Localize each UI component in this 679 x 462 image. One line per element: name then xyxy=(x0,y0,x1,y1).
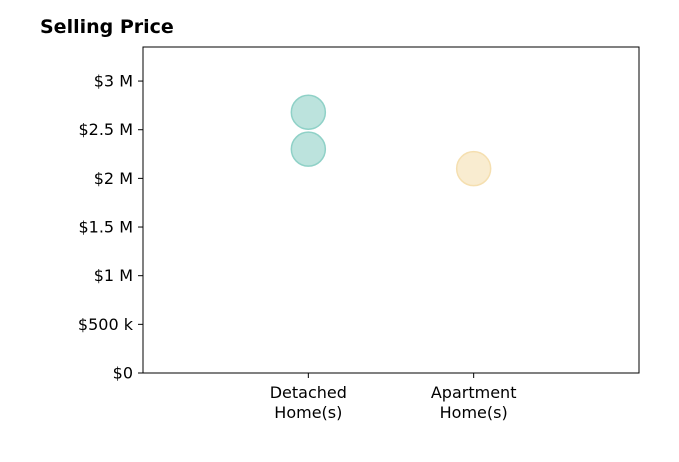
chart-title: Selling Price xyxy=(40,16,174,38)
y-tick-label: $2.5 M xyxy=(78,120,133,139)
x-tick-label-line: Apartment xyxy=(431,383,517,402)
x-axis: Detached Home(s)Apartment Home(s) xyxy=(270,373,517,422)
x-tick-label: Apartment Home(s) xyxy=(431,383,517,422)
data-point xyxy=(290,94,327,130)
x-tick-label: Detached Home(s) xyxy=(270,383,347,422)
y-tick-label: $2 M xyxy=(94,169,133,188)
y-tick-label: $1.5 M xyxy=(78,218,133,237)
y-tick-label: $3 M xyxy=(94,72,133,91)
y-tick-label: $500 k xyxy=(78,315,134,334)
x-tick-label-line: Home(s) xyxy=(440,403,508,422)
y-axis: $0 $500 k $1 M $1.5 M $2 M $2.5 M $3 M xyxy=(78,72,143,383)
y-tick-label: $1 M xyxy=(94,266,133,285)
x-tick-label-line: Home(s) xyxy=(274,403,342,422)
plot-area-frame xyxy=(142,46,640,374)
data-point xyxy=(455,150,492,187)
x-tick-label-line: Detached xyxy=(270,383,347,402)
data-points xyxy=(290,94,492,187)
y-tick-label: $0 xyxy=(113,364,133,383)
data-point xyxy=(290,131,327,167)
